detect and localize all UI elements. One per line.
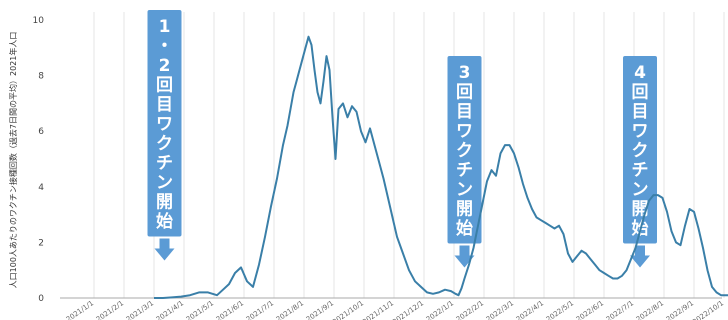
callout-char: ・	[156, 37, 173, 57]
callout-char: 目	[456, 102, 473, 122]
x-tick-label: 2022/7/1	[605, 299, 635, 320]
callout-char: 4	[634, 63, 646, 83]
callout-char: 1	[159, 17, 171, 37]
callout-arrow-shaft	[459, 245, 470, 256]
callout-char: 目	[632, 102, 649, 122]
x-tick-label: 2021/9/1	[305, 299, 335, 320]
callout-char: ク	[156, 134, 173, 154]
x-tick-label: 2022/5/1	[545, 299, 575, 320]
x-tick-label: 2021/3/1	[125, 299, 155, 320]
callout-char: 目	[156, 95, 173, 115]
y-tick-label: 2	[38, 238, 44, 248]
x-tick-label: 2022/1/1	[425, 299, 455, 320]
callout-char: チ	[156, 154, 173, 174]
series-line	[154, 35, 728, 299]
y-tick-label: 8	[38, 72, 44, 82]
callout-box	[147, 10, 182, 237]
callout-char: ン	[156, 173, 173, 193]
callout-char: ワ	[456, 122, 473, 142]
x-tick-label: 2021/10/1	[331, 299, 365, 320]
callout-arrow-shaft	[159, 238, 170, 249]
x-tick-labels: 2021/1/1 2021/2/1 2021/3/1 2021/4/1 2021/5/1…	[65, 299, 725, 320]
callout-char: 2	[159, 56, 171, 76]
callout-char: 3	[459, 63, 471, 83]
callout-arrow-head	[154, 248, 175, 261]
callout-char: 開	[456, 200, 473, 220]
callout-char: チ	[456, 161, 473, 181]
callout-char: ン	[632, 180, 649, 200]
callout-char: 回	[156, 76, 173, 96]
y-tick-label: 0	[38, 294, 44, 304]
x-tick-label: 2021/4/1	[155, 299, 185, 320]
x-tick-label: 2021/6/1	[215, 299, 245, 320]
callout-char: 始	[156, 211, 173, 232]
y-tick-label: 6	[38, 127, 44, 137]
y-tick-label: 4	[38, 183, 44, 193]
callout-box	[623, 56, 657, 244]
x-tick-label: 2022/3/1	[485, 299, 515, 320]
x-tick-label: 2022/9/1	[665, 299, 695, 320]
y-tick-label: 10	[33, 16, 45, 26]
callout-arrow-shaft	[635, 245, 645, 256]
callout-arrow-head	[454, 255, 475, 268]
callout-char: 始	[456, 218, 473, 239]
callout-box	[447, 56, 482, 244]
callout-char: ワ	[156, 115, 173, 135]
x-tick-label: 2022/2/1	[455, 299, 485, 320]
x-tick-label: 2021/11/1	[361, 299, 395, 320]
x-tick-label: 2021/7/1	[245, 299, 275, 320]
x-tick-label: 2022/4/1	[515, 299, 545, 320]
x-tick-label: 2021/2/1	[95, 299, 125, 320]
callout-arrow-head	[630, 255, 650, 268]
callout-char: ン	[456, 180, 473, 200]
callout-char: 回	[456, 83, 473, 103]
y-axis-label: 人口100人あたりのワクチン接種回数（過去7日間の平均）2021年人口	[8, 32, 18, 289]
x-tick-label: 2022/10/1	[691, 299, 725, 320]
callout-char: ワ	[632, 122, 649, 142]
callout-char: 開	[156, 193, 173, 213]
callout-char: チ	[632, 161, 649, 181]
x-tick-label: 2022/6/1	[575, 299, 605, 320]
x-tick-label: 2021/1/1	[65, 299, 95, 320]
x-tick-label: 2021/5/1	[185, 299, 215, 320]
y-tick-labels: 0 2 4 6 8 10	[33, 16, 45, 304]
callout-char: ク	[456, 141, 473, 161]
x-tick-label: 2022/8/1	[635, 299, 665, 320]
x-tick-label: 2021/8/1	[275, 299, 305, 320]
callout-char: ク	[632, 141, 649, 161]
x-tick-label: 2021/12/1	[391, 299, 425, 320]
callout-char: 回	[632, 83, 649, 103]
